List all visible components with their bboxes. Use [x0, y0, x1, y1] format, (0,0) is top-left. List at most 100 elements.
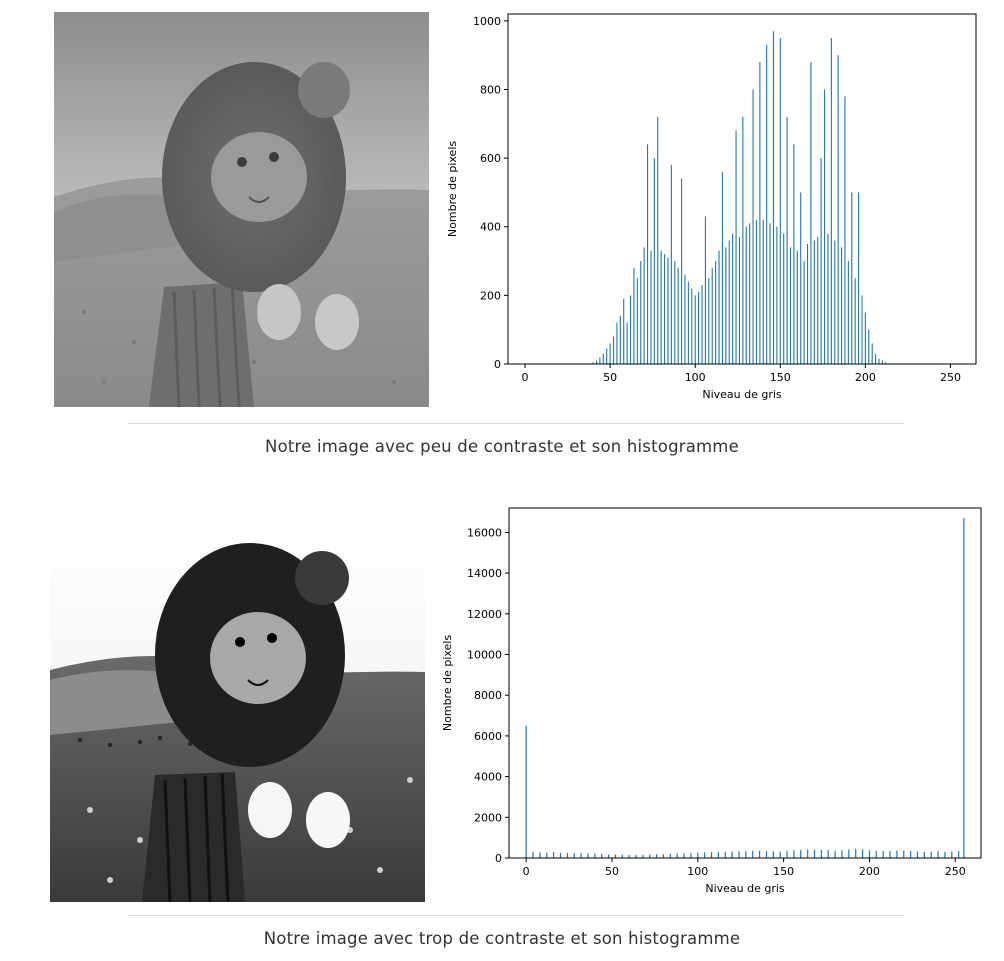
- histogram-bar: [916, 851, 919, 858]
- histogram-bar: [566, 852, 568, 858]
- histogram-bar: [602, 353, 604, 364]
- histogram-bar: [599, 357, 601, 364]
- x-axis-label: Niveau de gris: [705, 882, 785, 895]
- histogram-bar: [779, 38, 781, 365]
- x-axis-label: Niveau de gris: [702, 388, 782, 401]
- histogram-bar: [779, 851, 781, 858]
- histogram-bar: [796, 250, 798, 364]
- x-tick-label: 100: [687, 865, 708, 878]
- x-tick-label: 150: [773, 865, 794, 878]
- histogram-bar: [848, 849, 850, 858]
- y-tick-label: 1000: [473, 15, 501, 28]
- histogram-bar: [923, 851, 925, 858]
- histogram-bar: [813, 240, 815, 364]
- histogram-bar: [776, 226, 778, 364]
- histogram-bar: [742, 116, 744, 364]
- histogram-bar: [758, 850, 761, 858]
- histogram-bar: [793, 850, 795, 858]
- histogram-bar: [698, 291, 700, 364]
- histogram-bar: [653, 158, 655, 364]
- histogram-bar: [882, 851, 884, 858]
- histogram-bar: [800, 192, 802, 364]
- histogram-bar: [963, 518, 965, 858]
- histogram-bar: [772, 851, 774, 858]
- high-contrast-histogram: 0 50 100 150 200 250 0 2000 4000 6000 8000 10000 120…: [435, 502, 990, 902]
- histogram-bar: [704, 216, 706, 364]
- histogram-bar: [633, 267, 635, 364]
- high-contrast-photo: [50, 530, 425, 902]
- histogram-bar: [587, 853, 589, 858]
- histogram-bar: [623, 298, 625, 364]
- y-tick-label: 6000: [474, 730, 502, 743]
- histogram-bar: [738, 237, 740, 364]
- histogram-bar: [786, 850, 788, 858]
- histogram-bar: [881, 360, 883, 364]
- y-tick-label: 2000: [474, 811, 502, 824]
- histogram-bar: [910, 851, 912, 858]
- histogram-bar: [681, 178, 683, 364]
- histogram-bar: [783, 233, 785, 364]
- histogram-bar: [697, 852, 699, 858]
- histogram-bar: [539, 852, 541, 858]
- histogram-bar: [861, 849, 864, 858]
- histogram-bar: [810, 62, 812, 364]
- histogram-bar: [717, 851, 719, 858]
- histogram-bar: [643, 247, 645, 364]
- histogram-bar: [789, 247, 792, 364]
- histogram-bar: [786, 116, 788, 364]
- y-axis-label: Nombre de pixels: [446, 141, 459, 237]
- section-divider-1: [128, 423, 904, 424]
- histogram-bar: [616, 322, 618, 364]
- histogram-bar: [669, 853, 671, 858]
- x-tick-label: 200: [855, 371, 876, 384]
- histogram-bar: [878, 358, 880, 364]
- histogram-bar: [844, 96, 846, 364]
- plot-frame: [508, 507, 982, 859]
- y-tick-label: 400: [480, 221, 501, 234]
- x-tick-label: 100: [685, 371, 706, 384]
- histogram-bar: [749, 223, 751, 364]
- histogram-bar: [676, 853, 678, 858]
- histogram-bar: [806, 243, 809, 364]
- histogram-bar: [724, 851, 726, 858]
- y-tick-label: 10000: [467, 649, 502, 662]
- histogram-bar: [807, 849, 809, 858]
- y-tick-label: 14000: [467, 567, 502, 580]
- histogram-bar: [619, 315, 621, 364]
- histogram-bar: [951, 851, 953, 858]
- x-tick-label: 0: [523, 865, 530, 878]
- histogram-bar: [854, 278, 856, 364]
- x-tick-label: 50: [605, 865, 619, 878]
- histogram-bar: [621, 854, 623, 858]
- histogram-bar: [725, 247, 727, 364]
- histogram-bar: [755, 219, 758, 364]
- x-tick-label: 250: [945, 865, 966, 878]
- x-tick-label: 250: [940, 371, 961, 384]
- histogram-bar: [868, 329, 870, 364]
- x-tick-label: 150: [770, 371, 791, 384]
- histogram-bar: [745, 851, 747, 858]
- histogram-bar: [772, 31, 775, 364]
- histogram-bar: [864, 312, 866, 364]
- histogram-bar: [718, 250, 720, 364]
- x-tick-label: 50: [603, 371, 617, 384]
- histogram-bar: [855, 848, 857, 858]
- histogram-bar: [691, 288, 693, 364]
- low-contrast-caption: Notre image avec peu de contraste et son…: [265, 437, 739, 456]
- histogram-bar: [820, 849, 822, 858]
- histogram-bar: [573, 853, 575, 858]
- histogram-bar: [813, 849, 816, 858]
- histogram-bar: [827, 233, 829, 364]
- histogram-bar: [752, 89, 754, 365]
- histogram-bar: [803, 261, 805, 364]
- histogram-bar: [903, 850, 905, 858]
- histogram-bar: [667, 257, 669, 364]
- histogram-bar: [656, 854, 658, 858]
- histogram-bar: [738, 851, 740, 858]
- histogram-bar: [861, 295, 863, 364]
- plot-frame: [507, 13, 977, 365]
- histogram-bar: [629, 295, 632, 364]
- histogram-bar: [546, 852, 548, 858]
- histogram-bar: [896, 850, 898, 858]
- histogram-bar: [944, 851, 946, 858]
